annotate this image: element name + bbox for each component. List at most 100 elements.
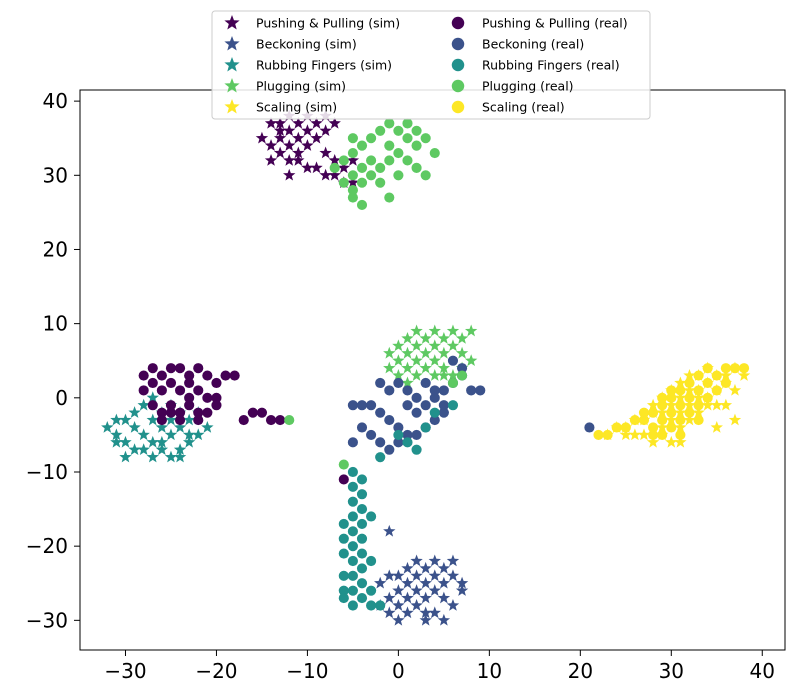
data-point <box>356 422 368 433</box>
y-tick-label: 10 <box>43 312 68 336</box>
data-point <box>402 118 413 129</box>
data-point <box>410 554 423 567</box>
data-point <box>393 170 404 181</box>
data-point <box>429 414 440 426</box>
legend-label: Plugging (sim) <box>256 79 346 94</box>
data-point <box>384 140 395 151</box>
data-point <box>165 407 177 418</box>
data-point <box>193 385 204 396</box>
data-point <box>356 177 368 188</box>
data-point <box>356 140 368 151</box>
data-point <box>301 139 314 151</box>
data-point <box>338 177 349 188</box>
data-point <box>156 370 167 381</box>
data-point <box>393 429 404 440</box>
data-point <box>392 613 405 626</box>
data-point <box>401 561 414 574</box>
data-point <box>338 155 349 166</box>
data-point <box>155 420 169 433</box>
data-point <box>184 377 195 389</box>
data-point <box>264 139 278 151</box>
data-point <box>446 554 460 567</box>
data-point <box>693 414 704 426</box>
data-point <box>375 125 386 136</box>
data-point <box>410 599 423 611</box>
data-point <box>182 428 196 441</box>
data-point <box>674 376 687 389</box>
data-point <box>429 392 440 403</box>
data-point <box>156 385 167 396</box>
data-point <box>347 541 358 552</box>
data-point <box>657 400 668 411</box>
data-point <box>319 168 332 181</box>
data-point <box>384 444 395 455</box>
data-point <box>147 400 158 411</box>
data-point <box>410 584 423 596</box>
data-point <box>255 131 269 144</box>
data-point <box>347 481 358 492</box>
data-point <box>338 570 349 581</box>
data-point <box>711 385 722 396</box>
data-point <box>410 369 423 381</box>
data-point <box>665 398 678 411</box>
data-point <box>338 585 349 596</box>
data-point <box>684 407 695 418</box>
data-point <box>356 563 368 574</box>
data-point <box>720 363 731 374</box>
data-point <box>648 407 659 418</box>
data-point <box>410 354 423 366</box>
data-point <box>366 400 377 411</box>
series-plugging-real <box>284 118 468 470</box>
data-point <box>719 398 733 411</box>
data-point <box>328 168 341 181</box>
data-point <box>455 576 469 589</box>
data-point <box>711 370 722 381</box>
data-point <box>174 385 186 396</box>
data-point <box>220 370 231 381</box>
series-rubbing-fingers-real <box>338 400 459 611</box>
data-point <box>264 116 278 129</box>
data-point <box>657 429 668 440</box>
data-point <box>366 585 377 596</box>
data-point <box>401 361 414 374</box>
data-point <box>347 511 358 522</box>
data-point <box>674 406 687 418</box>
data-point <box>683 369 696 381</box>
data-point <box>455 584 469 596</box>
data-point <box>310 131 323 144</box>
data-point <box>665 413 678 426</box>
data-point <box>319 146 332 159</box>
data-point <box>119 450 132 463</box>
data-point <box>402 385 413 396</box>
data-point <box>174 414 186 426</box>
data-point <box>446 369 460 381</box>
data-point <box>392 569 405 582</box>
data-point <box>283 168 296 181</box>
x-tick-label: 40 <box>750 659 775 683</box>
series-beckoning-sim <box>374 524 469 626</box>
data-point <box>366 511 377 522</box>
data-point <box>428 569 441 582</box>
data-point <box>410 324 423 337</box>
data-point <box>147 377 158 389</box>
legend-label: Scaling (real) <box>482 100 565 115</box>
data-point <box>138 385 149 396</box>
y-tick-label: −10 <box>26 460 68 484</box>
data-point <box>174 407 186 418</box>
data-point <box>347 496 358 507</box>
data-point <box>338 474 349 485</box>
data-point <box>648 422 659 433</box>
data-point <box>156 414 167 426</box>
data-point <box>638 414 650 426</box>
data-point <box>338 518 349 529</box>
data-point <box>283 124 296 137</box>
data-point <box>146 450 159 463</box>
data-point <box>328 153 341 166</box>
data-point <box>284 414 295 426</box>
data-point <box>392 369 405 381</box>
data-point <box>401 346 414 359</box>
data-point <box>437 331 451 344</box>
data-point <box>173 443 187 455</box>
x-tick-label: 20 <box>568 659 593 683</box>
data-point <box>437 561 451 574</box>
